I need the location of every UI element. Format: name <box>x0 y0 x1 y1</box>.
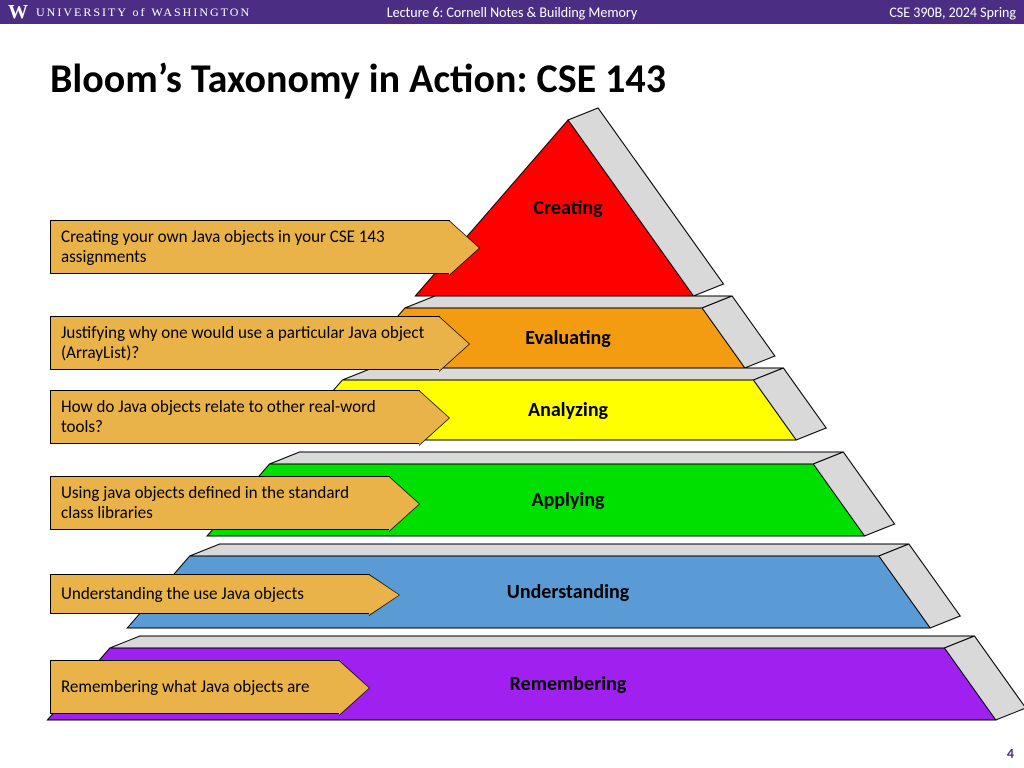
pyramid-level-label: Analyzing <box>528 398 608 422</box>
pyramid-diagram <box>0 0 1024 768</box>
callout: How do Java objects relate to other real… <box>50 390 420 444</box>
callout: Creating your own Java objects in your C… <box>50 220 450 274</box>
callout: Justifying why one would use a particula… <box>50 316 440 370</box>
callout: Understanding the use Java objects <box>50 574 370 614</box>
page-number: 4 <box>1007 745 1014 762</box>
pyramid-level-label: Remembering <box>510 672 627 696</box>
callout: Using java objects defined in the standa… <box>50 476 390 530</box>
pyramid-level-label: Evaluating <box>525 326 611 350</box>
pyramid-level-label: Applying <box>531 488 604 512</box>
callout: Remembering what Java objects are <box>50 660 340 714</box>
pyramid-level-label: Creating <box>533 196 602 220</box>
pyramid-level-label: Understanding <box>507 580 629 604</box>
